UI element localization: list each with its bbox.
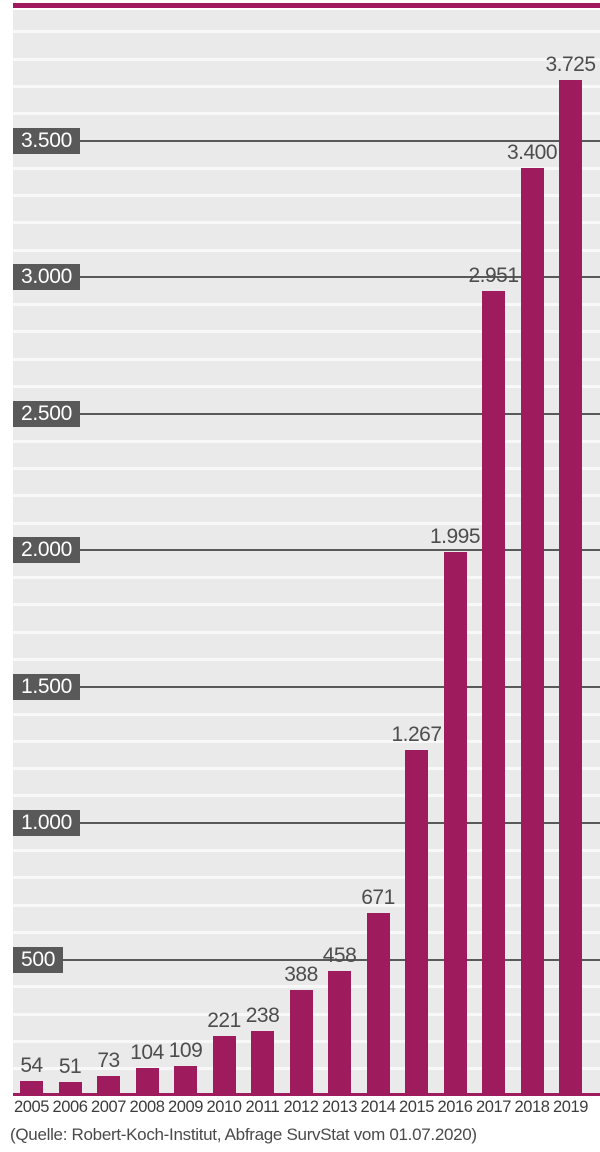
y-tick-label-box: 2.000 — [13, 537, 81, 564]
bar — [328, 971, 351, 1096]
x-tick-label: 2009 — [167, 1098, 204, 1116]
x-tick-label: 2013 — [321, 1098, 358, 1116]
y-tick-label-box: 2.500 — [13, 400, 81, 427]
bar — [135, 1067, 159, 1096]
x-tick-label: 2018 — [514, 1098, 550, 1116]
bar — [251, 1031, 274, 1096]
x-tick-label: 2011 — [245, 1098, 280, 1116]
y-tick-label-box: 3.000 — [13, 264, 81, 291]
x-axis: 2005 2006 2007 2008 2009 2010 2011 2012 2013 2014… — [13, 1099, 600, 1119]
gridline-minor — [13, 985, 600, 989]
x-tick-label: 2015 — [398, 1098, 435, 1116]
gridline-minor — [13, 385, 600, 389]
bar — [97, 1076, 120, 1096]
bar — [443, 551, 467, 1096]
bar-value-label: 3.725 — [545, 52, 596, 76]
gridline-minor — [13, 876, 600, 880]
gridline-minor — [13, 330, 600, 334]
gridline-minor — [13, 57, 600, 61]
gridline-minor — [13, 576, 600, 580]
bar-value-label: 109 — [168, 1039, 203, 1063]
bar — [405, 750, 428, 1096]
bar-value-label: 238 — [245, 1004, 280, 1028]
gridline-minor — [13, 712, 600, 716]
gridline-minor — [13, 494, 600, 498]
x-tick-label: 2006 — [52, 1098, 88, 1116]
x-tick-label: 2016 — [437, 1098, 473, 1116]
gridline-major — [13, 822, 600, 825]
gridline-major — [13, 139, 600, 142]
gridline-minor — [13, 303, 600, 307]
x-tick-label: 2017 — [475, 1098, 512, 1116]
gridline-major — [13, 958, 600, 961]
x-tick-label: 2019 — [552, 1098, 589, 1116]
gridline-minor — [13, 194, 600, 198]
y-tick-label-box: 3.500 — [13, 127, 81, 154]
gridline-major — [13, 549, 600, 552]
gridline-major — [13, 276, 600, 279]
gridline-minor — [13, 439, 600, 443]
x-tick-label: 2010 — [206, 1098, 242, 1116]
gridline-minor — [13, 630, 600, 634]
bar — [20, 1081, 43, 1096]
bar — [482, 290, 505, 1096]
bar-value-label: 3.400 — [506, 141, 558, 165]
bar-value-label: 1.267 — [391, 723, 442, 747]
bar-value-label: 1.995 — [429, 524, 481, 548]
gridline-minor — [13, 930, 600, 934]
gridline-minor — [13, 657, 600, 661]
gridline-major — [13, 685, 600, 688]
gridline-minor — [13, 466, 600, 470]
gridline-minor — [13, 30, 600, 34]
gridline-minor — [13, 903, 600, 907]
bar-value-label: 671 — [361, 885, 395, 909]
y-tick-label-box: 1.500 — [13, 673, 81, 700]
y-tick-label-box: 1.000 — [13, 810, 81, 837]
bar — [366, 912, 390, 1096]
gridline-minor — [13, 739, 600, 743]
axis-baseline — [13, 1093, 600, 1096]
bar-value-label: 388 — [284, 963, 318, 987]
x-tick-label: 2012 — [283, 1098, 319, 1116]
gridline-minor — [13, 767, 600, 771]
gridline-major — [13, 412, 600, 415]
gridline-minor — [13, 221, 600, 225]
gridline-minor — [13, 84, 600, 88]
bar-value-label: 104 — [130, 1040, 164, 1064]
gridline-minor — [13, 357, 600, 361]
x-tick-label: 2005 — [13, 1098, 50, 1116]
x-tick-label: 2007 — [90, 1098, 127, 1116]
x-tick-label: 2014 — [360, 1098, 396, 1116]
bar — [559, 79, 582, 1096]
bar-value-label: 51 — [58, 1055, 82, 1079]
accent-top-rule — [13, 3, 600, 8]
bar-value-label: 2.951 — [468, 263, 519, 287]
y-tick-label-box: 500 — [13, 946, 64, 973]
bar — [212, 1035, 236, 1096]
bar — [58, 1082, 82, 1096]
bar — [520, 168, 544, 1096]
bar-value-label: 73 — [97, 1049, 120, 1073]
bar-value-label: 221 — [207, 1008, 241, 1032]
gridline-minor — [13, 521, 600, 525]
gridline-minor — [13, 248, 600, 252]
bar-value-label: 54 — [20, 1054, 43, 1078]
plot-area: 500 1.000 1.500 2.000 2.500 3.000 3.500 54 51 73 1… — [13, 10, 600, 1096]
source-caption: (Quelle: Robert-Koch-Institut, Abfrage S… — [10, 1125, 477, 1144]
gridline-minor — [13, 848, 600, 852]
gridline-minor — [13, 603, 600, 607]
bar — [174, 1066, 197, 1096]
gridline-minor — [13, 166, 600, 170]
bar — [289, 990, 313, 1096]
bar-value-label: 458 — [322, 944, 357, 968]
gridline-minor — [13, 112, 600, 116]
x-tick-label: 2008 — [129, 1098, 165, 1116]
gridline-minor — [13, 794, 600, 798]
